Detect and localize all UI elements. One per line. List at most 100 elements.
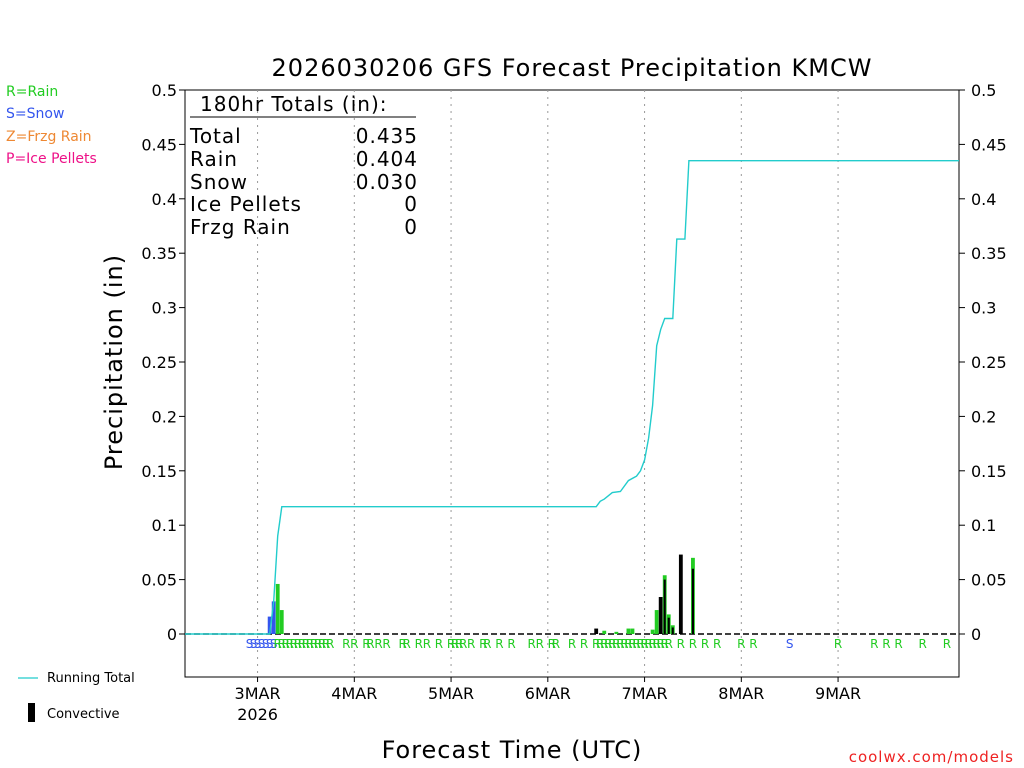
precip-type-marker: R <box>737 637 745 651</box>
ytick-left-label: 0.4 <box>152 190 177 209</box>
totals-box: 180hr Totals (in): Total 0.435 Rain 0.40… <box>189 92 418 239</box>
running-total-legend-label: Running Total <box>47 671 135 686</box>
ytick-right-label: 0.05 <box>971 571 1007 590</box>
precip-type-legend: R=Rain S=Snow Z=Frzg Rain P=Ice Pellets <box>6 84 97 167</box>
precip-bar <box>275 583 280 634</box>
ytick-left-label: 0.5 <box>152 81 177 100</box>
precip-type-marker: R <box>568 637 576 651</box>
precip-bar <box>594 628 599 634</box>
precip-type-marker: S <box>266 637 274 651</box>
precip-type-marker: S <box>246 637 254 651</box>
precip-type-marker: R <box>495 637 503 651</box>
xtick-sublabel: 2026 <box>237 705 278 724</box>
precip-type-marker: R <box>689 637 697 651</box>
totals-label-ice-pellets: Ice Pellets <box>190 192 302 216</box>
precip-type-marker: R <box>661 637 669 651</box>
legend-ice-pellets: P=Ice Pellets <box>6 151 97 167</box>
legend-frzg-rain: Z=Frzg Rain <box>6 129 92 145</box>
precip-type-marker: R <box>310 637 318 651</box>
y-axis-left: 0 0.05 0.1 0.15 0.2 0.25 0.3 0.35 0.4 0.45 0.5 <box>141 81 185 644</box>
totals-label-rain: Rain <box>190 147 238 171</box>
precip-type-marker: R <box>657 637 665 651</box>
precip-type-marker: R <box>479 637 487 651</box>
precip-type-marker: R <box>350 637 358 651</box>
totals-value-ice-pellets: 0 <box>404 192 418 216</box>
ytick-right-label: 0.2 <box>971 407 996 426</box>
precip-type-marker: R <box>749 637 757 651</box>
precip-type-marker: S <box>258 637 266 651</box>
precip-bar <box>271 601 276 634</box>
totals-value-snow: 0.030 <box>356 170 418 194</box>
xtick-label: 3MAR <box>235 684 281 703</box>
precip-type-marker: R <box>274 637 282 651</box>
precip-type-marker: R <box>382 637 390 651</box>
precip-bar <box>650 629 655 634</box>
precip-type-marker: R <box>302 637 310 651</box>
precip-bar <box>678 554 683 634</box>
running-total-line <box>185 159 959 635</box>
xtick-label: 4MAR <box>331 684 377 703</box>
credit-text: coolwx.com/models <box>849 748 1014 766</box>
precip-type-marker: R <box>507 637 515 651</box>
ytick-right-label: 0.3 <box>971 299 996 318</box>
precip-type-marker: R <box>834 637 842 651</box>
convective-bar <box>667 617 670 634</box>
precip-type-marker: R <box>628 637 636 651</box>
xtick-label: 5MAR <box>428 684 474 703</box>
precip-type-marker: R <box>713 637 721 651</box>
xtick-label: 7MAR <box>622 684 668 703</box>
precip-type-marker: R <box>894 637 902 651</box>
totals-value-rain: 0.404 <box>356 147 418 171</box>
precip-type-marker: R <box>548 637 556 651</box>
ytick-left-label: 0.2 <box>152 407 177 426</box>
precip-type-marker: R <box>451 637 459 651</box>
precip-type-marker: R <box>294 637 302 651</box>
ytick-right-label: 0.45 <box>971 135 1007 154</box>
precip-type-marker: R <box>701 637 709 651</box>
precip-type-marker: S <box>254 637 262 651</box>
precip-bar <box>630 628 635 634</box>
y-axis-right: 0 0.05 0.1 0.15 0.2 0.25 0.3 0.35 0.4 0.45 0.5 <box>959 81 1007 644</box>
convective-legend-swatch <box>28 703 35 722</box>
series-legend: Running Total Convective <box>18 671 135 722</box>
precip-type-marker: R <box>592 637 600 651</box>
ytick-right-label: 0.1 <box>971 516 996 535</box>
ytick-right-label: 0.15 <box>971 462 1007 481</box>
precip-type-marker: R <box>528 637 536 651</box>
precip-type-marker: R <box>322 637 330 651</box>
precip-type-marker: R <box>644 637 652 651</box>
ytick-left-label: 0.3 <box>152 299 177 318</box>
xtick-label: 9MAR <box>815 684 861 703</box>
totals-header: 180hr Totals (in): <box>200 92 388 116</box>
y-axis-label: Precipitation (in) <box>100 254 128 470</box>
precip-type-marker: R <box>362 637 370 651</box>
convective-bar <box>691 568 694 634</box>
ytick-right-label: 0.4 <box>971 190 996 209</box>
precip-type-marker: R <box>640 637 648 651</box>
precip-bar <box>279 610 284 634</box>
precip-type-marker: R <box>596 637 604 651</box>
precip-type-marker: R <box>552 637 560 651</box>
precip-type-marker: R <box>620 637 628 651</box>
precip-type-marker: R <box>636 637 644 651</box>
convective-bar <box>663 579 666 634</box>
precip-type-marker: R <box>467 637 475 651</box>
ytick-left-label: 0.1 <box>152 516 177 535</box>
plot-frame <box>184 89 960 678</box>
xtick-label: 8MAR <box>718 684 764 703</box>
precip-type-marker: R <box>278 637 286 651</box>
ytick-left-label: 0.35 <box>141 244 177 263</box>
precip-type-marker: S <box>250 637 258 651</box>
precip-type-marker: R <box>314 637 322 651</box>
precip-type-marker: R <box>306 637 314 651</box>
precip-type-marker: R <box>290 637 298 651</box>
running-total-series <box>185 159 959 635</box>
precip-bar <box>267 616 272 634</box>
precip-type-marker: R <box>919 637 927 651</box>
precip-type-marker: R <box>342 637 350 651</box>
convective-legend-label: Convective <box>47 707 120 722</box>
precip-type-marker: R <box>616 637 624 651</box>
precip-type-marker: R <box>318 637 326 651</box>
precip-bars <box>267 554 695 634</box>
precip-type-marker: R <box>399 637 407 651</box>
